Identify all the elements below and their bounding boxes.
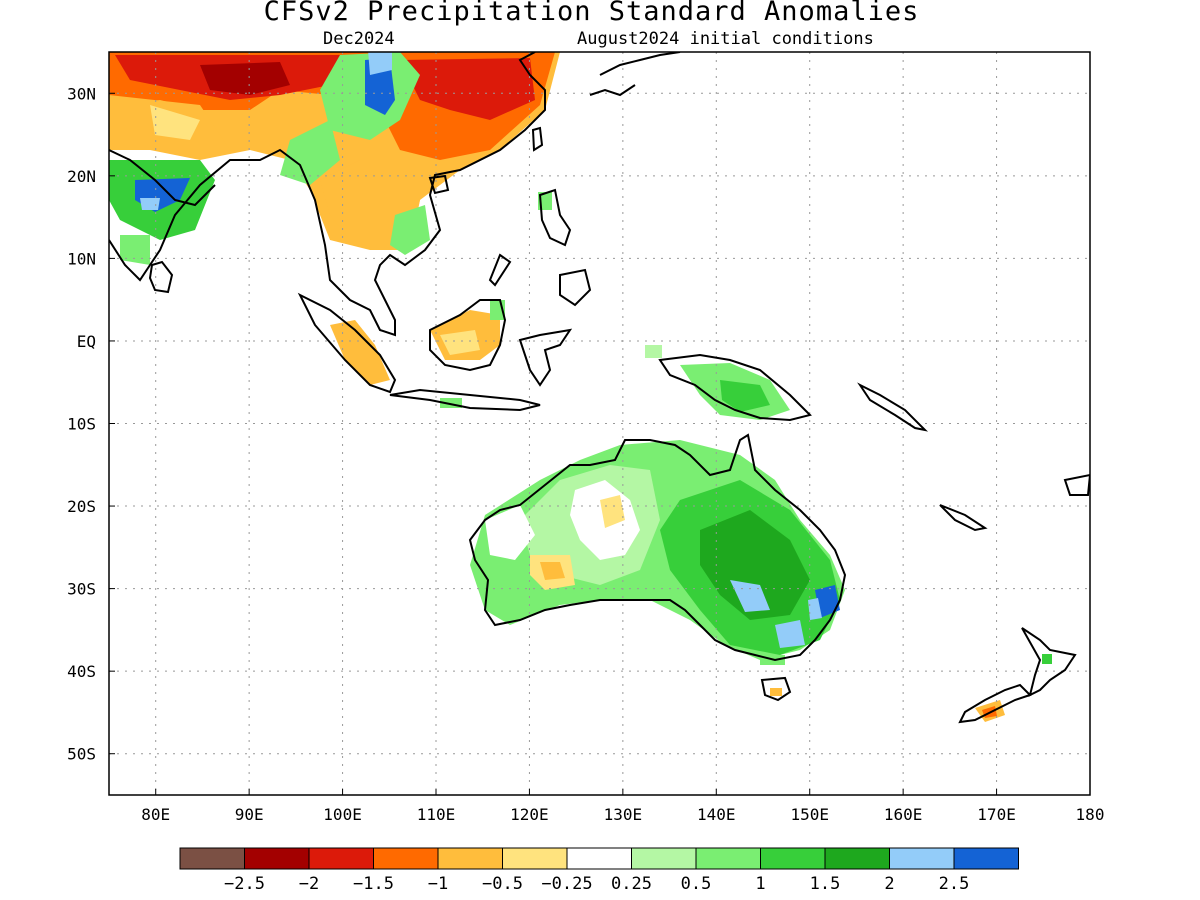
lon-tick-label-4: 120E bbox=[510, 805, 549, 824]
lon-tick-label-8: 160E bbox=[884, 805, 923, 824]
anomaly-wet-yunnan bbox=[280, 120, 340, 185]
colorbar-swatch-11 bbox=[889, 847, 955, 870]
anomaly-wet-timor bbox=[645, 345, 662, 358]
lon-tick-label-2: 100E bbox=[323, 805, 362, 824]
anomaly-wet-nsw-core bbox=[815, 585, 840, 618]
coastline-solomon bbox=[857, 382, 929, 432]
lon-tick-label-9: 170E bbox=[977, 805, 1016, 824]
lat-tick-label-5: 20S bbox=[67, 497, 96, 516]
coastline-australia bbox=[468, 433, 847, 662]
coastline-japan bbox=[599, 52, 681, 76]
coastline-india bbox=[109, 149, 216, 207]
colorbar-swatch-6 bbox=[566, 847, 632, 870]
anomaly-dry-sumatra bbox=[330, 320, 390, 385]
lat-tick-label-2: 10N bbox=[67, 249, 96, 268]
coastline-sulawesi bbox=[518, 328, 573, 387]
colorbar-swatch-4 bbox=[437, 847, 503, 870]
coastline-java bbox=[389, 388, 541, 412]
anomaly-wet-newguinea-core bbox=[720, 380, 770, 412]
lat-tick-label-6: 30S bbox=[67, 580, 96, 599]
colorbar-label-2: −1.5 bbox=[353, 874, 394, 894]
coastline-luzon bbox=[538, 188, 572, 247]
coastline-mindanao bbox=[559, 268, 592, 307]
colorbar-swatch-10 bbox=[824, 847, 890, 870]
coastline-hainan bbox=[428, 174, 450, 195]
anomaly-wet-india-south bbox=[120, 235, 150, 265]
colorbar-label-6: 0.25 bbox=[611, 874, 652, 894]
colorbar-label-5: −0.25 bbox=[541, 874, 592, 894]
anomaly-dry-borneo-light bbox=[440, 330, 480, 355]
coastline-new-guinea bbox=[658, 353, 812, 422]
colorbar-label-1: −2 bbox=[299, 874, 319, 894]
colorbar-label-9: 1.5 bbox=[810, 874, 841, 894]
coastline-new-caledonia bbox=[939, 504, 988, 532]
anomaly-dry-wa-core bbox=[540, 562, 565, 580]
colorbar-swatch-8 bbox=[695, 847, 761, 870]
anomaly-wet-aus-light-blue bbox=[730, 580, 770, 612]
anomaly-dry-india-core bbox=[150, 105, 200, 140]
coastline-asia bbox=[109, 52, 546, 337]
lon-tick-label-6: 140E bbox=[697, 805, 736, 824]
map-title: CFSv2 Precipitation Standard Anomalies bbox=[263, 0, 920, 27]
colorbar: −2.5 −2 −1.5 −1 −0.5 −0.25 0.25 0.5 1 1.5 2 2.5 bbox=[179, 847, 1019, 894]
colorbar-label-7: 0.5 bbox=[681, 874, 712, 894]
colorbar-swatch-2 bbox=[308, 847, 374, 870]
anomaly-wet-nz-north bbox=[1042, 654, 1052, 664]
anomaly-wet-sichuan-light bbox=[368, 52, 392, 75]
initial-conditions-label: August2024 initial conditions bbox=[577, 29, 874, 49]
anomaly-wet-vietnam bbox=[390, 205, 430, 255]
lat-tick-label-4: 10S bbox=[67, 415, 96, 434]
colorbar-label-10: 2 bbox=[884, 874, 894, 894]
lat-tick-label-1: 20N bbox=[67, 167, 96, 186]
anomaly-neutral-wa bbox=[485, 505, 535, 560]
colorbar-swatch-1 bbox=[244, 847, 310, 870]
anomaly-wet-east-aus-strong bbox=[700, 510, 810, 620]
colorbar-swatch-0 bbox=[179, 847, 245, 870]
gridlines bbox=[109, 52, 1090, 795]
coastline-borneo bbox=[429, 299, 507, 372]
coastlines bbox=[109, 52, 1090, 724]
lat-tick-label-7: 40S bbox=[67, 662, 96, 681]
colorbar-label-3: −1 bbox=[428, 874, 448, 894]
lon-tick-label-5: 130E bbox=[604, 805, 643, 824]
anomaly-wet-aus-light-blue-2 bbox=[775, 620, 805, 648]
colorbar-label-11: 2.5 bbox=[939, 874, 970, 894]
lon-tick-label-3: 110E bbox=[417, 805, 456, 824]
anomaly-shading bbox=[109, 52, 1052, 722]
colorbar-swatch-7 bbox=[631, 847, 697, 870]
colorbar-swatch-9 bbox=[760, 847, 826, 870]
lon-tick-label-7: 150E bbox=[790, 805, 829, 824]
colorbar-swatch-3 bbox=[373, 847, 439, 870]
lon-tick-label-0: 80E bbox=[141, 805, 170, 824]
coastline-palawan bbox=[488, 253, 512, 287]
anomaly-dry-tasmania bbox=[770, 688, 782, 696]
lat-tick-label-3: EQ bbox=[77, 332, 96, 351]
anomaly-dry-tibet-core bbox=[200, 62, 290, 95]
coastline-nz-north bbox=[1021, 627, 1077, 697]
coastline-tasmania bbox=[760, 676, 792, 702]
coastline-nz-south bbox=[958, 683, 1032, 724]
coastline-sumatra bbox=[297, 292, 397, 394]
anomaly-wet-nsw bbox=[808, 598, 822, 620]
colorbar-swatch-12 bbox=[953, 847, 1019, 870]
coastline-fiji bbox=[1063, 473, 1090, 496]
coastline-sri-lanka bbox=[148, 260, 174, 294]
lon-tick-label-1: 90E bbox=[235, 805, 264, 824]
colorbar-label-8: 1 bbox=[755, 874, 765, 894]
axis-ticks: 80E 90E 100E 110E 120E 130E 140E 150E 160E 170E 18… bbox=[67, 84, 1104, 824]
colorbar-label-0: −2.5 bbox=[224, 874, 265, 894]
anomaly-dry-centre bbox=[600, 495, 625, 528]
lon-tick-label-10: 180 bbox=[1076, 805, 1105, 824]
coastline-taiwan bbox=[531, 126, 544, 152]
anomaly-dry-china bbox=[400, 58, 535, 120]
lat-tick-label-8: 50S bbox=[67, 745, 96, 764]
anomaly-wet-bengal-light bbox=[140, 198, 160, 210]
colorbar-label-4: −0.5 bbox=[482, 874, 523, 894]
coastline-kyushu bbox=[589, 84, 636, 97]
colorbar-swatch-5 bbox=[502, 847, 568, 870]
lat-tick-label-0: 30N bbox=[67, 84, 96, 103]
valid-month-label: Dec2024 bbox=[323, 29, 395, 49]
